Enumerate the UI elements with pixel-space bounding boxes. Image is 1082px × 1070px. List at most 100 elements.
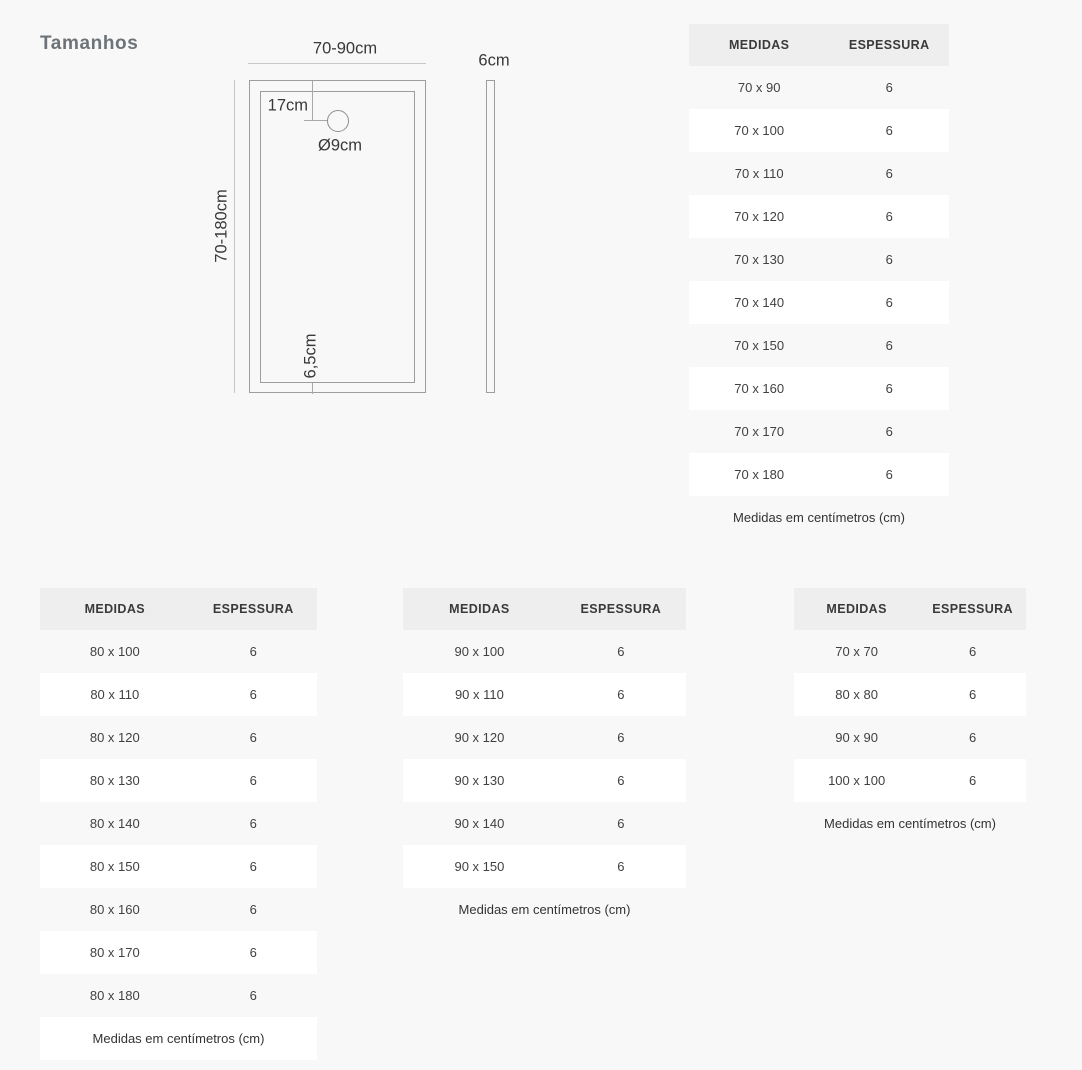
table-cell: 70 x 180 xyxy=(734,467,785,482)
column-header-medidas: MEDIDAS xyxy=(826,602,887,616)
length-dimension-line xyxy=(234,80,235,393)
table-cell: 90 x 140 xyxy=(454,816,505,831)
table-row: 90 x 120 6 xyxy=(403,716,686,759)
table-cell: 80 x 110 xyxy=(90,687,140,702)
table-row: 90 x 100 6 xyxy=(403,630,686,673)
size-table-70-series: MEDIDAS ESPESSURA 70 x 90 6 70 x 100 6 70 x … xyxy=(689,24,949,539)
table-cell: 6 xyxy=(885,209,893,224)
drain-offset-label: 17cm xyxy=(267,96,308,115)
table-row: 70 x 150 6 xyxy=(689,324,949,367)
table-cell: 70 x 100 xyxy=(734,123,785,138)
table-row: 100 x 100 6 xyxy=(794,759,1026,802)
table-row: 80 x 160 6 xyxy=(40,888,317,931)
size-table-square-series: MEDIDAS ESPESSURA 70 x 70 6 80 x 80 6 90 x 9… xyxy=(794,588,1026,845)
table-header: MEDIDAS ESPESSURA xyxy=(689,24,949,66)
table-cell: 90 x 120 xyxy=(454,730,505,745)
table-cell: 6 xyxy=(249,730,257,745)
table-footnote: Medidas em centímetros (cm) xyxy=(794,802,1026,845)
table-cell: 6 xyxy=(249,988,257,1003)
table-cell: 6 xyxy=(617,687,625,702)
drain-offset-line-vertical xyxy=(312,81,313,121)
table-row: 90 x 90 6 xyxy=(794,716,1026,759)
column-header-medidas: MEDIDAS xyxy=(84,602,146,616)
table-cell: 6 xyxy=(617,773,625,788)
table-cell: 70 x 160 xyxy=(734,381,785,396)
table-cell: 70 x 110 xyxy=(734,166,784,181)
drain-diameter-label: Ø9cm xyxy=(317,136,363,155)
table-cell: 90 x 110 xyxy=(454,687,504,702)
table-cell: 70 x 130 xyxy=(734,252,785,267)
table-row: 80 x 130 6 xyxy=(40,759,317,802)
table-cell: 6 xyxy=(885,80,893,95)
width-dimension-line xyxy=(248,63,426,64)
table-cell: 80 x 130 xyxy=(89,773,140,788)
table-header: MEDIDAS ESPESSURA xyxy=(794,588,1026,630)
table-row: 90 x 150 6 xyxy=(403,845,686,888)
table-row: 70 x 100 6 xyxy=(689,109,949,152)
table-cell: 6 xyxy=(617,816,625,831)
drain-offset-line-horizontal xyxy=(304,120,328,121)
column-header-medidas: MEDIDAS xyxy=(449,602,510,616)
table-cell: 6 xyxy=(617,730,625,745)
table-cell: 6 xyxy=(885,166,893,181)
thickness-label: 6cm xyxy=(478,51,510,70)
page-title: Tamanhos xyxy=(40,33,139,54)
table-cell: 80 x 120 xyxy=(89,730,140,745)
width-range-label: 70-90cm xyxy=(312,39,378,58)
table-cell: 70 x 90 xyxy=(737,80,781,95)
table-row: 80 x 120 6 xyxy=(40,716,317,759)
table-cell: 80 x 100 xyxy=(89,644,140,659)
table-cell: 6 xyxy=(885,252,893,267)
table-cell: 6 xyxy=(969,773,977,788)
size-table-80-series: MEDIDAS ESPESSURA 80 x 100 6 80 x 110 6 80 x… xyxy=(40,588,317,1060)
column-header-medidas: MEDIDAS xyxy=(728,38,790,52)
table-footnote: Medidas em centímetros (cm) xyxy=(40,1017,317,1060)
table-cell: 80 x 80 xyxy=(835,687,878,702)
table-cell: 70 x 120 xyxy=(734,209,785,224)
drain-circle xyxy=(327,110,349,132)
table-cell: 6 xyxy=(249,644,257,659)
table-row: 90 x 140 6 xyxy=(403,802,686,845)
column-header-espessura: ESPESSURA xyxy=(212,602,294,616)
table-cell: 80 x 160 xyxy=(89,902,140,917)
table-cell: 70 x 150 xyxy=(734,338,785,353)
table-cell: 6 xyxy=(885,467,893,482)
table-cell: 6 xyxy=(249,902,257,917)
table-row: 80 x 140 6 xyxy=(40,802,317,845)
table-cell: 70 x 140 xyxy=(734,295,785,310)
table-row: 70 x 160 6 xyxy=(689,367,949,410)
column-header-espessura: ESPESSURA xyxy=(580,602,662,616)
table-cell: 6 xyxy=(249,773,257,788)
table-cell: 6 xyxy=(249,687,257,702)
tray-side-profile xyxy=(486,80,495,393)
table-cell: 90 x 150 xyxy=(454,859,505,874)
table-cell: 70 x 170 xyxy=(734,424,785,439)
table-row: 70 x 70 6 xyxy=(794,630,1026,673)
border-height-label: 6,5cm xyxy=(301,333,320,379)
column-header-espessura: ESPESSURA xyxy=(848,38,930,52)
table-header: MEDIDAS ESPESSURA xyxy=(40,588,317,630)
table-header: MEDIDAS ESPESSURA xyxy=(403,588,686,630)
tray-inner-outline xyxy=(260,91,415,383)
table-row: 70 x 140 6 xyxy=(689,281,949,324)
table-cell: 90 x 100 xyxy=(454,644,505,659)
table-row: 70 x 180 6 xyxy=(689,453,949,496)
table-cell: 6 xyxy=(969,730,977,745)
table-cell: 100 x 100 xyxy=(828,773,886,788)
table-cell: 6 xyxy=(885,338,893,353)
table-cell: 6 xyxy=(885,123,893,138)
tray-outer-outline xyxy=(249,80,426,393)
table-cell: 6 xyxy=(249,945,257,960)
table-cell: 6 xyxy=(885,424,893,439)
table-row: 80 x 100 6 xyxy=(40,630,317,673)
table-row: 80 x 80 6 xyxy=(794,673,1026,716)
table-cell: 80 x 180 xyxy=(89,988,140,1003)
table-row: 80 x 180 6 xyxy=(40,974,317,1017)
table-row: 90 x 130 6 xyxy=(403,759,686,802)
table-row: 80 x 170 6 xyxy=(40,931,317,974)
table-cell: 6 xyxy=(249,859,257,874)
table-cell: 6 xyxy=(885,381,893,396)
table-row: 70 x 120 6 xyxy=(689,195,949,238)
table-cell: 6 xyxy=(617,644,625,659)
table-row: 70 x 110 6 xyxy=(689,152,949,195)
